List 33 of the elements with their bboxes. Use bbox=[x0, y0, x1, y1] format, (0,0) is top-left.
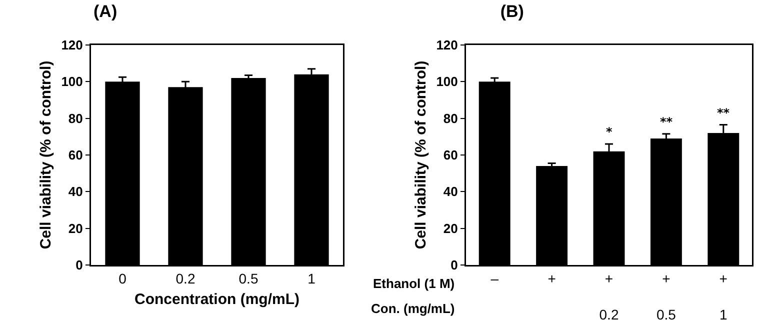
y-tick-label: 20 bbox=[443, 220, 458, 236]
chart-title: (A) bbox=[94, 2, 118, 21]
y-axis-title: Cell viability (% of control) bbox=[412, 60, 430, 250]
x-tick-label: 0.5 bbox=[238, 270, 258, 286]
text: Con. (mg/mL) bbox=[371, 301, 455, 316]
category-label: + 0.2 bbox=[599, 270, 619, 323]
x-tick-label: – bbox=[490, 270, 499, 286]
y-tick-label: 40 bbox=[68, 184, 83, 200]
data-label: * bbox=[606, 125, 613, 139]
x-tick-label: 0.2 bbox=[176, 270, 196, 286]
y-tick-label: 120 bbox=[61, 38, 83, 53]
y-tick-label: 60 bbox=[443, 148, 458, 163]
y-tick-label: 40 bbox=[443, 184, 458, 200]
data-label: ** bbox=[660, 115, 674, 129]
x-axis-title: Concentration (mg/mL) bbox=[134, 291, 300, 308]
y-tick-label: 120 bbox=[436, 38, 458, 53]
y-axis-title: Cell viability (% of control) bbox=[38, 60, 55, 250]
chart-title: (B) bbox=[500, 2, 524, 21]
y-tick-label: 20 bbox=[68, 220, 83, 236]
y-tick-label: 60 bbox=[68, 148, 83, 163]
y-tick-label: 100 bbox=[436, 74, 458, 90]
y-tick-label: 80 bbox=[68, 110, 83, 126]
y-tick-label: 0 bbox=[76, 258, 83, 273]
y-tick-label: 80 bbox=[443, 110, 458, 126]
category-label: + 0.5 bbox=[656, 270, 676, 323]
x-tick-label: 1 bbox=[308, 270, 316, 286]
data-label: ** bbox=[717, 106, 730, 120]
category-label: + 1 bbox=[719, 270, 728, 323]
x-tick-label: + bbox=[548, 270, 556, 286]
x-tick-label: 0 bbox=[118, 270, 127, 286]
y-tick-label: 0 bbox=[450, 258, 458, 273]
text: Ethanol (1 M) bbox=[373, 276, 455, 291]
y-tick-label: 100 bbox=[61, 74, 83, 90]
